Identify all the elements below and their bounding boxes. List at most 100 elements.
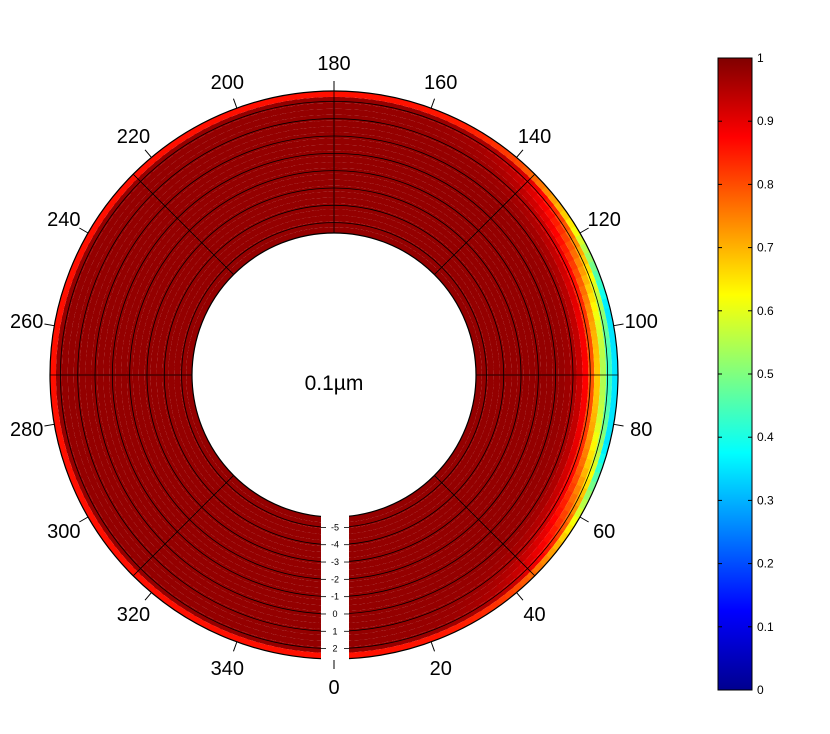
heat-cell: [333, 215, 341, 222]
grid-spoke: [132, 475, 234, 577]
angle-tick-mark: [79, 516, 89, 523]
heat-cell: [73, 373, 80, 386]
heat-cell: [529, 366, 536, 377]
heat-cell: [516, 380, 524, 390]
heat-cell: [339, 191, 348, 198]
heat-cell: [611, 353, 618, 367]
heat-cell: [308, 598, 320, 606]
heat-cell: [325, 173, 336, 180]
angle-tick-label: 160: [424, 72, 457, 94]
heat-cell: [523, 373, 530, 383]
angle-tick-label: 280: [10, 419, 43, 441]
heat-cell: [186, 369, 193, 376]
heat-cell: [600, 364, 607, 377]
heat-cell: [326, 179, 336, 186]
heat-cell: [50, 363, 57, 377]
heat-cell: [593, 382, 601, 395]
heat-cell: [348, 138, 360, 146]
angle-tick-label: 260: [10, 311, 43, 333]
heat-cell: [91, 365, 98, 377]
angle-tick-mark: [232, 98, 238, 109]
heat-cell: [351, 103, 364, 111]
heat-cell: [73, 364, 80, 377]
heat-cell: [333, 209, 341, 216]
heat-cell: [168, 362, 175, 371]
heat-cell: [558, 365, 565, 377]
heat-cell: [156, 367, 163, 376]
heat-cell: [323, 114, 336, 121]
angle-tick-label: 20: [430, 658, 452, 680]
heat-cell: [85, 356, 93, 368]
heat-cell: [150, 361, 157, 370]
angle-tick-label: 240: [47, 209, 80, 231]
heat-cell: [332, 126, 344, 133]
heat-cell: [576, 365, 583, 377]
heat-cell: [326, 185, 335, 192]
heat-cell: [79, 373, 86, 386]
heat-cell: [511, 380, 518, 389]
heat-cell: [581, 382, 589, 395]
heat-cell: [511, 367, 518, 376]
heat-cell: [332, 162, 343, 169]
heat-cell: [97, 349, 105, 361]
heat-cell: [144, 360, 152, 370]
heat-cell: [505, 367, 512, 376]
heat-cell: [332, 138, 344, 145]
heat-cell: [332, 120, 345, 127]
heat-cell: [115, 350, 123, 362]
heat-cell: [310, 580, 321, 588]
heat-cell: [333, 191, 342, 198]
heat-cell: [342, 91, 356, 98]
heat-cell: [79, 364, 86, 377]
angle-tick-mark: [613, 423, 624, 427]
heat-cell: [307, 610, 319, 618]
heat-cell: [493, 374, 500, 382]
heat-cell: [610, 392, 618, 407]
heat-cell: [545, 388, 553, 400]
heat-cell: [121, 366, 128, 377]
heat-cell: [174, 363, 181, 371]
heat-cell: [325, 162, 336, 169]
heat-cell: [333, 197, 342, 204]
colorbar-ticks: 0 0.1 0.2 0.3 0.4 0.5 0.6 0.7 0.8 0.9 1: [718, 51, 774, 697]
heat-cell: [546, 381, 553, 392]
heat-cell: [557, 389, 565, 401]
heat-cell: [115, 358, 122, 369]
heat-cell: [523, 367, 530, 377]
angle-tick-mark: [430, 641, 436, 652]
heat-cell: [67, 355, 75, 368]
heat-cell: [580, 391, 588, 403]
heat-cell: [341, 126, 353, 134]
heat-cell: [341, 120, 354, 128]
heat-cell: [323, 108, 336, 115]
heat-cell: [103, 373, 110, 385]
heat-cell: [103, 349, 111, 361]
heat-cell: [564, 365, 571, 377]
grid-spoke: [434, 475, 536, 577]
heat-cell: [487, 379, 494, 387]
heat-cell: [570, 382, 577, 394]
heat-cell: [540, 366, 547, 377]
heat-cell: [349, 127, 362, 134]
heat-cell: [570, 373, 577, 385]
heat-cell: [587, 382, 595, 395]
heat-cell: [475, 379, 482, 387]
radial-tick-label: 0: [332, 609, 337, 619]
heat-cell: [309, 586, 321, 594]
heat-cell: [121, 359, 128, 369]
heat-cell: [67, 373, 74, 386]
angle-tick-label: 80: [630, 419, 652, 441]
heat-cell: [347, 156, 359, 164]
heat-cell: [103, 357, 110, 369]
heat-cell: [350, 109, 364, 117]
radial-tick-label: 1: [332, 626, 337, 636]
radial-tick-labels: 2 1 0 -1 -2 -3 -4 -5: [321, 522, 349, 654]
heat-cell: [86, 347, 93, 360]
heat-cell: [80, 347, 88, 359]
heat-cell: [611, 383, 618, 397]
heat-cell: [341, 132, 353, 139]
heat-cell: [85, 365, 92, 377]
heat-cell: [511, 374, 518, 383]
heat-cell: [570, 365, 577, 377]
heat-cell: [115, 373, 122, 384]
